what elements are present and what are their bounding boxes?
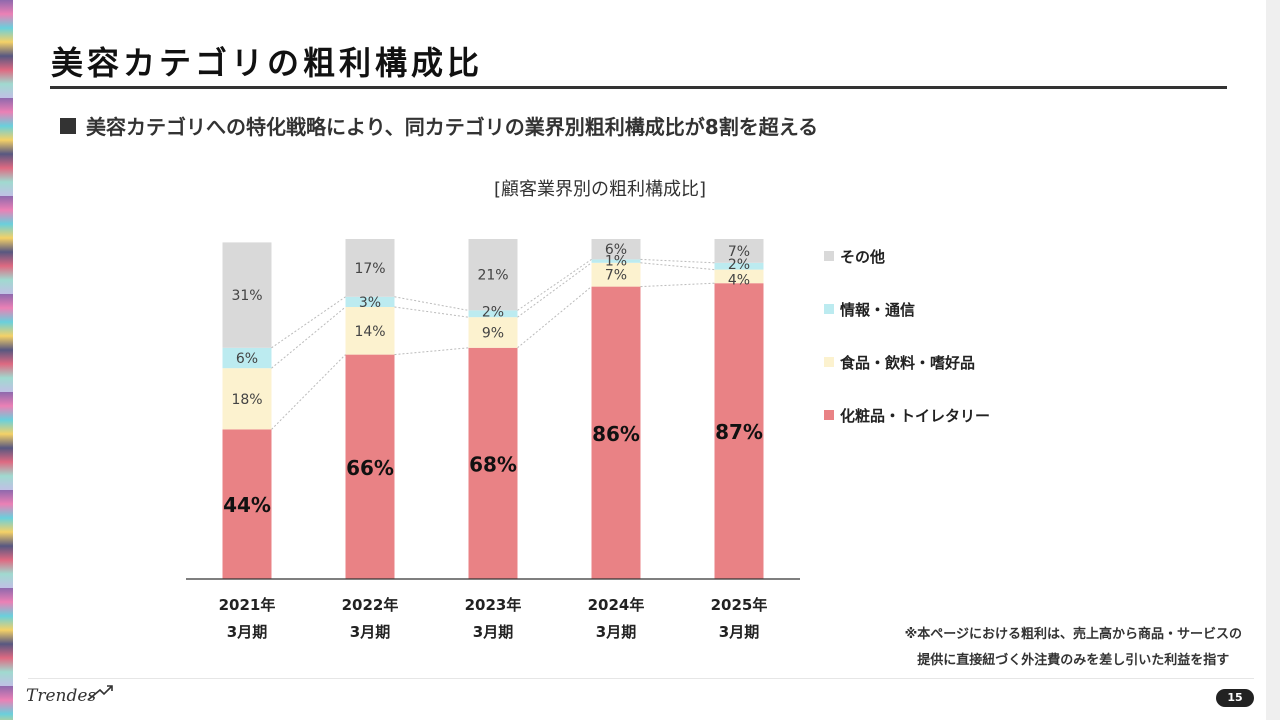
category-label: 3月期 [227,623,267,641]
page-title: 美容カテゴリの粗利構成比 [51,44,484,82]
bar-segment [222,242,272,348]
legend-item: 情報・通信 [824,299,990,319]
bar-segment [591,262,641,287]
category-label: 2024年 [588,596,645,614]
legend-item: 食品・飲料・嗜好品 [824,352,990,372]
bar-segment [222,368,272,430]
bar-segment [591,259,641,263]
bar-segment [345,354,395,579]
company-logo: Trendes [26,685,113,706]
connector-line [394,306,469,318]
data-label: 17% [354,261,385,277]
category-label: 3月期 [719,623,759,641]
data-label: 14% [354,324,385,340]
connector-line [640,282,715,288]
data-label: 31% [231,288,262,304]
bar-segment [468,317,518,348]
bar-segment [714,262,764,270]
bar-segment [222,429,272,579]
legend-label: 情報・通信 [840,300,916,319]
title-divider [50,86,1227,89]
bar-segment [714,269,764,284]
connector-line [517,262,592,318]
decorative-right-edge [1266,0,1280,720]
decorative-left-edge [0,0,13,720]
connector-line [640,258,715,264]
data-label: 6% [605,242,627,258]
footnote-line-1: ※本ページにおける粗利は、売上高から商品・サービスの [904,627,1242,642]
data-label: 66% [346,456,394,480]
data-label: 9% [482,326,504,342]
data-label: 7% [728,244,750,260]
bar-segment [468,239,518,311]
bar-segment [345,296,395,307]
data-label: 18% [231,392,262,408]
footnote-line-2: 提供に直接紐づく外注費のみを差し引いた利益を指す [917,653,1230,668]
category-label: 3月期 [596,623,636,641]
category-label: 3月期 [350,623,390,641]
connector-line [394,347,469,356]
bar-segment [714,239,764,263]
category-label: 3月期 [473,623,513,641]
data-label: 86% [592,422,640,446]
connector-line [640,262,715,271]
bar-segment [345,239,395,297]
legend-swatch [824,251,834,261]
data-label: 68% [469,452,517,476]
legend-swatch [824,357,834,367]
connector-line [271,306,346,369]
square-bullet-icon [60,117,76,134]
connector-line [517,286,592,349]
legend-swatch [824,304,834,314]
page-number: 15 [1216,689,1254,707]
logo-text: Trendes [26,686,97,706]
legend-item: その他 [824,246,990,266]
chart-title: [顧客業界別の粗利構成比] [493,179,707,200]
data-label: 7% [605,268,627,284]
footnote: ※本ページにおける粗利は、売上高から商品・サービスの 提供に直接紐づく外注費のみ… [905,622,1242,674]
data-label: 44% [223,493,271,517]
category-label: 2023年 [465,596,522,614]
data-label: 6% [236,351,258,367]
bar-segment [468,310,518,318]
data-label: 3% [359,295,381,311]
subtitle-text: 美容カテゴリへの特化戦略により、同カテゴリの業界別粗利構成比が8割を超える [86,115,819,139]
legend-label: 化粧品・トイレタリー [840,406,991,425]
data-label: 21% [477,268,508,284]
bar-segment [222,347,272,369]
subtitle: 美容カテゴリへの特化戦略により、同カテゴリの業界別粗利構成比が8割を超える [60,111,818,140]
chart-legend: その他情報・通信食品・飲料・嗜好品 化粧品・トイレタリー [824,246,990,458]
legend-label: 食品・飲料・嗜好品 [840,353,976,372]
legend-swatch [824,410,834,420]
bar-segment [468,347,518,579]
legend-item: 化粧品・トイレタリー [824,405,990,425]
data-label: 2% [728,257,750,273]
connector-line [394,296,469,311]
connector-line [271,354,346,430]
bar-segment [591,286,641,579]
legend-label: その他 [840,247,886,266]
logo-arrow-icon [87,685,113,701]
data-label: 87% [715,420,763,444]
footer-divider [28,678,1254,679]
bar-segment [345,307,395,355]
data-label: 1% [605,253,627,269]
category-label: 2021年 [219,596,276,614]
data-label: 2% [482,304,504,320]
bar-segment [591,239,641,260]
category-label: 2022年 [342,596,399,614]
bar-segment [714,283,764,579]
connector-line [271,296,346,349]
connector-line [517,258,592,311]
data-label: 4% [728,272,750,288]
category-label: 2025年 [711,596,768,614]
